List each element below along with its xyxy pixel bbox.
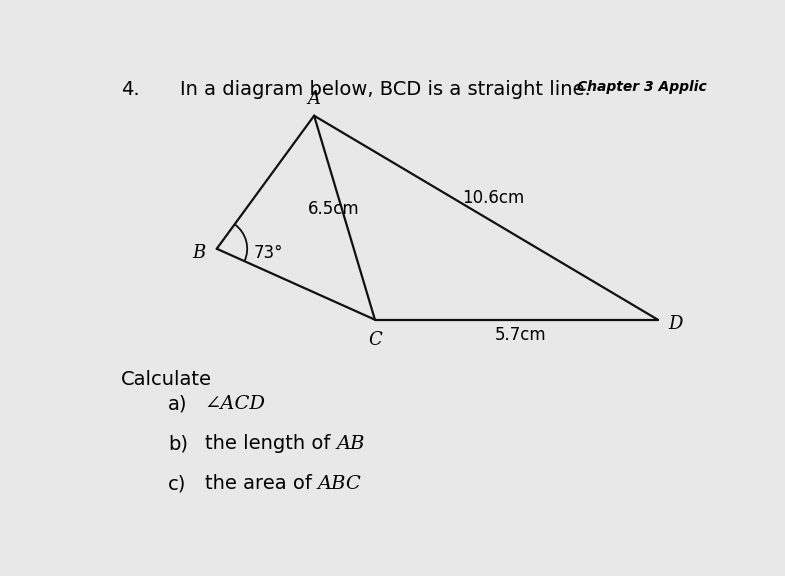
Text: the length of: the length of: [205, 434, 336, 453]
Text: AB: AB: [336, 435, 365, 453]
Text: C: C: [368, 331, 382, 349]
Text: ABC: ABC: [318, 475, 361, 493]
Text: B: B: [192, 244, 206, 262]
Text: A: A: [308, 90, 320, 108]
Text: D: D: [669, 315, 683, 333]
Text: a): a): [168, 395, 188, 414]
Text: In a diagram below, BCD is a straight line.: In a diagram below, BCD is a straight li…: [181, 80, 591, 99]
Text: 4.: 4.: [121, 80, 140, 99]
Text: 6.5cm: 6.5cm: [309, 200, 360, 218]
Text: the area of: the area of: [205, 474, 318, 493]
Text: ∠ACD: ∠ACD: [205, 395, 265, 413]
Text: Chapter 3 Applic: Chapter 3 Applic: [577, 80, 706, 94]
Text: Calculate: Calculate: [121, 370, 212, 389]
Text: 73°: 73°: [254, 244, 283, 262]
Text: b): b): [168, 434, 188, 453]
Text: c): c): [168, 474, 187, 493]
Text: 5.7cm: 5.7cm: [495, 326, 547, 344]
Text: 10.6cm: 10.6cm: [462, 189, 524, 207]
